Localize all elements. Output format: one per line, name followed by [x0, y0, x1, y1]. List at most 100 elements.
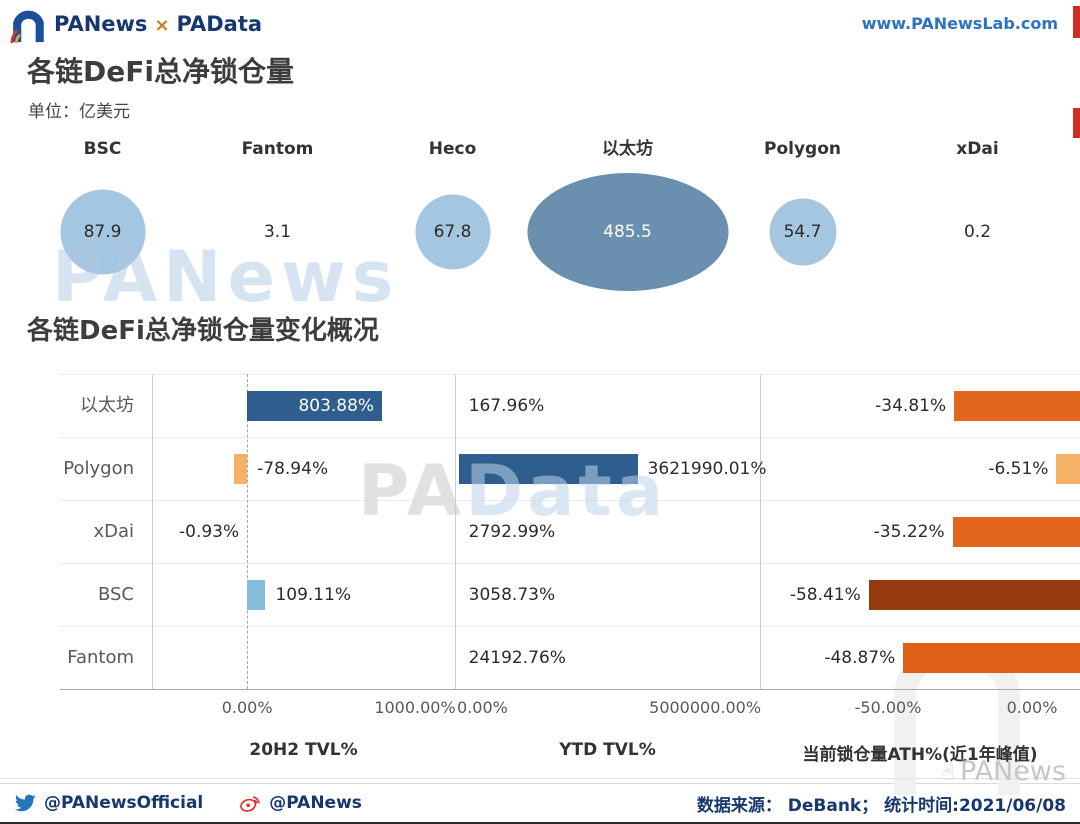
bar-slot: 3621990.01%	[455, 437, 767, 500]
bubble-area: 0.2	[890, 166, 1065, 298]
watermark-corner-text: ☝ PANews	[941, 756, 1066, 787]
bubble-category-label: Fantom	[241, 139, 314, 159]
bar-slot: -34.81%	[760, 374, 1080, 437]
bubble-mark	[60, 189, 145, 275]
axis-tick-label: 0.00%	[1006, 698, 1058, 717]
axis-line-left	[152, 374, 153, 689]
bar-category-BSC: BSC	[97, 584, 134, 605]
bubble-mark	[527, 173, 728, 291]
panel-divider-1	[455, 374, 456, 689]
bubble-area: 485.5	[527, 166, 728, 298]
footer: @PANewsOfficial @PANews 数据来源： DeBank； 统计…	[0, 783, 1080, 822]
bar-mark	[903, 642, 1080, 673]
bubble-col-xDai: xDai 0.2	[890, 136, 1065, 300]
bubble-value: 0.2	[963, 222, 992, 242]
bar-slot: 3058.73%	[455, 563, 760, 626]
axis-tick-label: 0.00%	[221, 698, 273, 717]
axis-tick-label: -50.00%	[854, 698, 922, 717]
bar-value-label: 3058.73%	[468, 584, 556, 605]
bar-chart: 以太坊 Polygon xDai BSC Fantom 803.88% -78.94% -0…	[0, 374, 1080, 786]
bubble-area: 87.9	[15, 166, 190, 298]
bar-slot: -58.41%	[760, 563, 1080, 626]
bar-category-Fantom: Fantom	[67, 647, 134, 668]
bar-category-Polygon: Polygon	[63, 458, 134, 479]
panews-logo-icon	[10, 10, 44, 44]
bar-value-label: 109.11%	[275, 584, 352, 605]
bar-categories: 以太坊 Polygon xDai BSC Fantom	[0, 374, 152, 689]
brand-separator: ×	[154, 15, 170, 36]
bubble-category-label: Heco	[428, 139, 477, 159]
bar-slot: -48.87%	[760, 626, 1080, 689]
bottom-border	[0, 822, 1080, 824]
chart1-unit-label: 单位：亿美元	[28, 102, 130, 122]
bubble-mark	[415, 194, 490, 270]
bar-mark	[458, 453, 638, 484]
bar-slot: -35.22%	[760, 500, 1080, 563]
bubble-col-Fantom: Fantom 3.1	[190, 136, 365, 300]
bar-value-label: 167.96%	[468, 395, 545, 416]
bar-value-label: 3621990.01%	[647, 458, 767, 479]
bubble-col-以太坊: 以太坊 485.5	[527, 136, 728, 300]
weibo-handle-text: @PANews	[269, 793, 362, 813]
bubble-col-Polygon: Polygon 54.7	[715, 136, 890, 300]
header: PANews × PAData www.PANewsLab.com	[0, 0, 1080, 138]
bubble-mark	[769, 198, 836, 266]
row-gridline	[60, 501, 1080, 564]
bar-mark	[247, 390, 383, 421]
bubble-category-label: 以太坊	[602, 139, 653, 159]
bar-value-label: 803.88%	[298, 395, 375, 416]
weibo-icon	[239, 792, 261, 814]
zero-axis-dashed-line	[247, 374, 249, 689]
bubble-category-label: BSC	[83, 139, 122, 159]
bar-value-label: -6.51%	[988, 458, 1049, 479]
bubble-value: 485.5	[603, 222, 652, 242]
bubble-area: 67.8	[365, 166, 540, 298]
axis-line-bottom	[60, 689, 1080, 690]
brand-text: PANews × PAData	[54, 12, 262, 36]
bar-panel-3: -34.81% -6.51% -35.22% -58.41% -48.87%	[760, 374, 1080, 689]
bubble-value: 67.8	[433, 222, 472, 242]
bubble-col-BSC: BSC 87.9	[15, 136, 190, 300]
bar-mark	[954, 390, 1080, 421]
bar-value-label: -34.81%	[875, 395, 947, 416]
bar-slot: -6.51%	[760, 437, 1080, 500]
axis-title-1: 20H2 TVL%	[249, 740, 358, 760]
axis-ticks: 0.00% 1000.00% 0.00% 5000000.00% -50.00% 0.00…	[0, 698, 1080, 722]
twitter-handle-text: @PANewsOfficial	[44, 793, 204, 813]
twitter-handle[interactable]: @PANewsOfficial	[14, 792, 203, 814]
row-gridline	[60, 564, 1080, 627]
bar-category-以太坊: 以太坊	[80, 395, 134, 416]
axis-tick-label: 0.00%	[457, 698, 508, 717]
bar-slot: 24192.76%	[455, 626, 760, 689]
bar-slot: 803.88%	[152, 374, 455, 437]
bubble-category-label: xDai	[956, 139, 999, 159]
twitter-icon	[14, 792, 36, 814]
bubble-value: 87.9	[83, 222, 122, 242]
chart-bottom-divider	[0, 778, 1080, 779]
bar-mark	[233, 453, 248, 484]
watermark-corner-label: PANews	[960, 756, 1066, 787]
axis-tick-label: 5000000.00%	[649, 698, 762, 717]
bubble-area: 54.7	[715, 166, 890, 298]
bubble-area: 3.1	[190, 166, 365, 298]
bar-value-label: -35.22%	[873, 521, 945, 542]
brand-padata: PAData	[176, 12, 263, 36]
bar-category-xDai: xDai	[93, 521, 134, 542]
axis-titles: 20H2 TVL% YTD TVL% 当前锁仓量ATH%(近1年峰值)	[0, 740, 1080, 766]
hand-icon: ☝	[941, 760, 956, 786]
bar-mark	[952, 516, 1080, 547]
bar-slot: 109.11%	[152, 563, 455, 626]
bar-panel-1: 803.88% -78.94% -0.93% 109.11%	[152, 374, 455, 689]
weibo-handle[interactable]: @PANews	[239, 792, 362, 814]
bubble-col-Heco: Heco 67.8	[365, 136, 540, 300]
axis-title-2: YTD TVL%	[559, 740, 656, 760]
bubble-value: 54.7	[783, 222, 822, 242]
bar-slot: -78.94%	[152, 437, 455, 500]
site-url[interactable]: www.PANewsLab.com	[861, 14, 1058, 33]
data-source-note: 数据来源： DeBank； 统计时间:2021/06/08	[696, 795, 1066, 816]
bar-value-label: -78.94%	[257, 458, 329, 479]
brand-panews: PANews	[54, 12, 148, 36]
bar-value-label: -48.87%	[824, 647, 896, 668]
chart1-title: 各链DeFi总净锁仓量	[27, 55, 294, 88]
